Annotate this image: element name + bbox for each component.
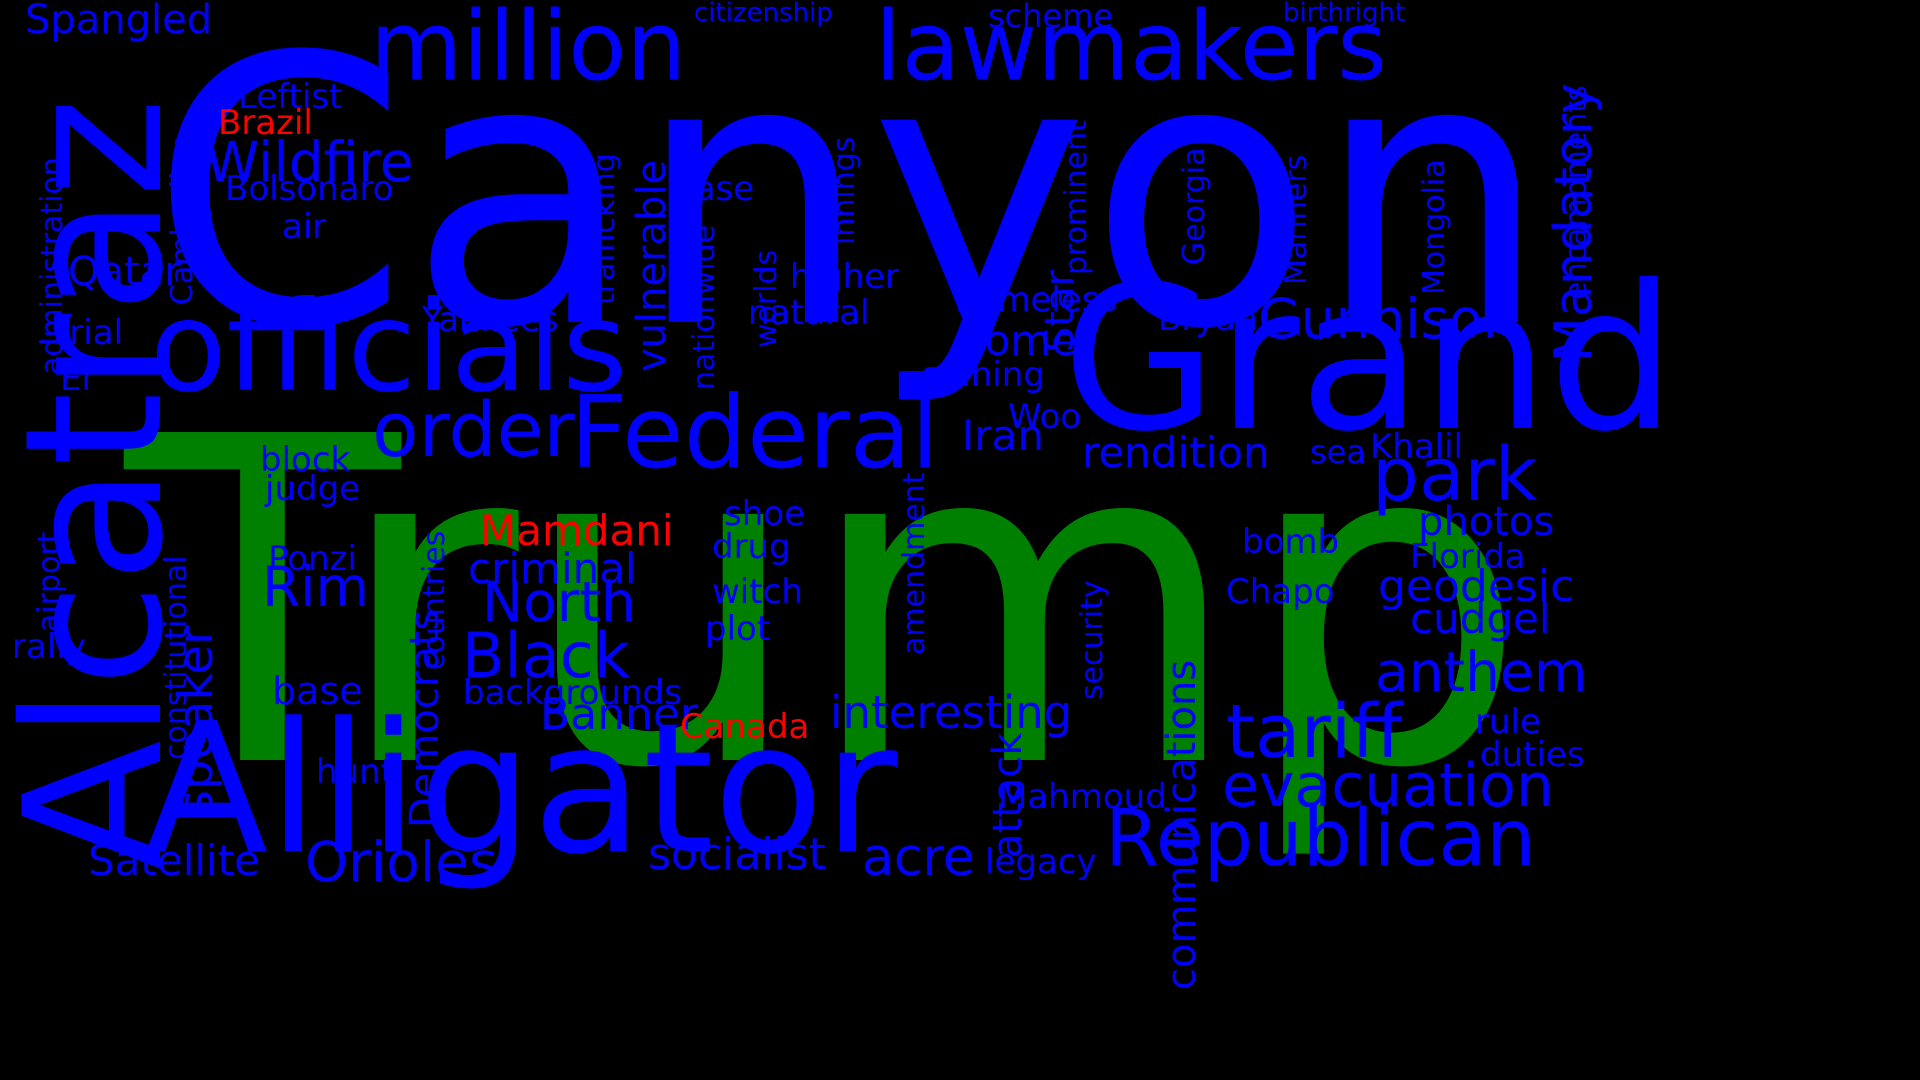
cloud-word: park: [1372, 432, 1538, 518]
cloud-word: airport: [32, 531, 67, 632]
cloud-word: constitutional: [159, 555, 194, 760]
cloud-word: Mariners: [1279, 154, 1314, 285]
cloud-word: cudgel: [1410, 594, 1551, 643]
cloud-word: rally: [12, 627, 86, 667]
cloud-word: acre: [862, 828, 975, 888]
cloud-word: Bolsonaro: [225, 169, 394, 209]
cloud-word: homeless: [955, 280, 1118, 320]
cloud-word: bomb: [1242, 522, 1340, 562]
cloud-word: Yankees: [422, 300, 559, 340]
cloud-word: worlds: [749, 249, 784, 348]
cloud-word: rule: [1475, 702, 1541, 742]
cloud-word: natural: [748, 293, 870, 333]
cloud-word: judge: [265, 469, 361, 509]
cloud-word: evacuation: [1222, 751, 1554, 821]
cloud-word: scheme: [988, 0, 1114, 35]
cloud-word: tariff: [1226, 689, 1403, 775]
cloud-word: Spangled: [25, 0, 213, 43]
cloud-word: Qatar: [68, 249, 181, 295]
cloud-word: plot: [705, 609, 771, 649]
cloud-word: interesting: [830, 686, 1073, 739]
cloud-word: Bryan: [1158, 299, 1258, 339]
cloud-word: shoe: [724, 494, 805, 534]
cloud-word: duties: [1480, 735, 1585, 775]
cloud-word: Mahmoud: [998, 777, 1167, 817]
cloud-word: Trump: [125, 343, 1528, 867]
cloud-word: Wildfire: [205, 130, 414, 194]
cloud-word: backgrounds: [463, 673, 682, 713]
cloud-word: Federal: [570, 374, 939, 491]
cloud-word: El: [60, 359, 91, 399]
cloud-word: case: [676, 169, 755, 209]
cloud-word: vulnerable: [629, 159, 675, 372]
cloud-word: shining: [922, 355, 1045, 395]
cloud-word: Black: [462, 619, 630, 692]
cloud-word: photos: [1418, 499, 1555, 545]
cloud-word: Alligator: [145, 685, 898, 894]
cloud-word: Khalil: [1370, 427, 1464, 467]
cloud-word: Cambodian: [165, 134, 200, 305]
cloud-word: countries: [417, 530, 452, 670]
cloud-word: hunt: [316, 752, 394, 792]
cloud-word: Mamdani: [480, 506, 674, 555]
cloud-word: rendition: [1082, 428, 1270, 477]
cloud-word: Brazil: [218, 103, 313, 143]
cloud-word: anthem: [1375, 640, 1588, 704]
cloud-word: Florida: [1410, 537, 1526, 577]
cloud-word: lawmakers: [875, 0, 1387, 102]
cloud-word: legacy: [985, 842, 1097, 882]
cloud-word: Chapo: [1226, 572, 1335, 612]
cloud-word: Grand: [1062, 243, 1676, 476]
cloud-word: criminal: [468, 544, 637, 593]
cloud-word: witch: [712, 572, 803, 612]
cloud-word: air: [282, 207, 327, 247]
cloud-word: communications: [1159, 659, 1205, 990]
cloud-word: Republican: [1105, 794, 1536, 884]
cloud-word: Canada: [680, 707, 810, 747]
cloud-word: trial: [56, 313, 124, 353]
cloud-word: amendment: [897, 472, 932, 655]
cloud-word: Leftist: [238, 77, 343, 117]
cloud-word: Satellite: [88, 836, 261, 885]
cloud-word: sea: [1310, 433, 1366, 471]
cloud-word: Georgia: [1177, 147, 1212, 265]
cloud-word: Gunnison: [1258, 287, 1518, 351]
cloud-word: socialist: [648, 829, 826, 880]
cloud-word: Iran: [962, 411, 1045, 460]
cloud-word: citizenship: [694, 0, 833, 28]
cloud-word: Orioles: [305, 830, 498, 894]
cloud-word: officials: [150, 275, 628, 420]
cloud-word: North: [482, 570, 636, 634]
cloud-word: Canyon: [150, 0, 1550, 410]
cloud-word: Ponzi: [268, 539, 357, 579]
cloud-word: nationwide: [687, 224, 722, 390]
cloud-word: higher: [790, 257, 900, 297]
cloud-word: innings: [827, 136, 862, 245]
cloud-word: block: [260, 440, 351, 480]
cloud-word: prominent: [1059, 120, 1094, 275]
cloud-word: Banner: [540, 689, 699, 740]
cloud-word: order: [372, 385, 575, 474]
cloud-word: Woo: [1008, 397, 1082, 437]
cloud-word: encampments: [1559, 85, 1594, 300]
cloud-word: Mongolia: [1417, 159, 1452, 295]
cloud-word: geodesic: [1378, 561, 1575, 612]
cloud-word: security: [1075, 580, 1110, 700]
cloud-word: trafficking: [587, 153, 622, 305]
cloud-word: administration: [35, 157, 70, 375]
cloud-word: drug: [712, 527, 791, 567]
cloud-word: base: [272, 669, 363, 713]
cloud-word: million: [370, 0, 687, 102]
cloud-word: Rim: [262, 555, 370, 619]
cloud-word: dome: [958, 316, 1078, 365]
cloud-word: birthright: [1283, 0, 1406, 28]
